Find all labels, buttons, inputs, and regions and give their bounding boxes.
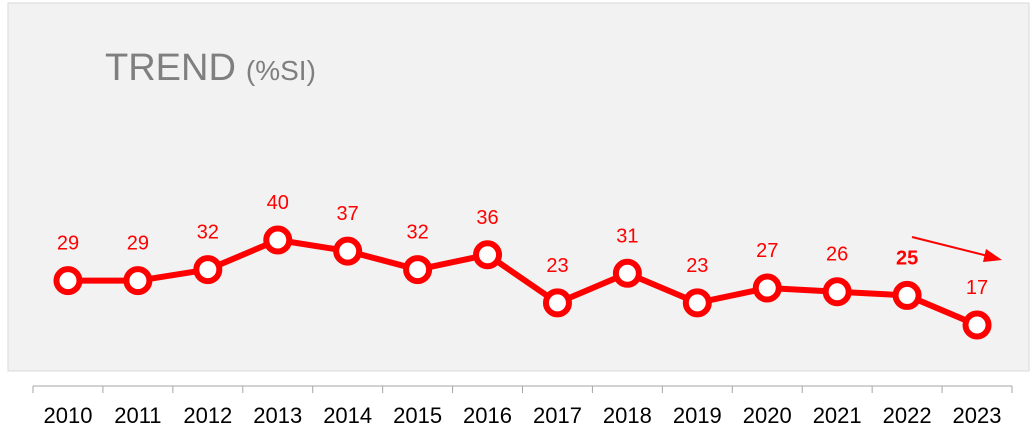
data-label: 29 [57,233,79,255]
x-tick-label: 2013 [253,403,302,428]
x-tick-label: 2015 [393,403,442,428]
data-label: 36 [476,207,498,229]
data-label: 40 [267,192,289,214]
point-marker [473,240,503,270]
point-marker [682,288,712,318]
point-marker [892,280,922,310]
chart-title: TREND [105,47,236,89]
point-marker [53,266,83,296]
data-label: 37 [337,203,359,225]
point-marker [263,225,293,255]
x-tick-label: 2023 [953,403,1002,428]
x-tick-label: 2021 [813,403,862,428]
data-label: 26 [826,244,848,266]
chart-subtitle: (%SI) [246,55,316,86]
data-label: 23 [686,255,708,277]
point-marker [542,288,572,318]
x-tick-label: 2016 [463,403,512,428]
data-label: 25 [896,247,918,269]
point-marker [962,310,992,340]
data-label: 29 [127,233,149,255]
plot-background [7,2,1030,372]
arrow-line [911,236,993,258]
point-marker [193,255,223,285]
data-label: 31 [616,225,638,247]
data-label: 32 [406,222,428,244]
point-marker [333,236,363,266]
point-marker [822,277,852,307]
x-tick-label: 2010 [43,403,92,428]
x-tick-label: 2012 [183,403,232,428]
data-label: 23 [546,255,568,277]
point-marker [403,255,433,285]
x-tick-label: 2011 [114,403,161,428]
x-tick-label: 2018 [603,403,652,428]
chart-title-group: TREND (%SI) [105,47,316,89]
trend-arrow [911,236,1002,262]
data-label: 27 [756,240,778,262]
arrow-head [983,249,1002,262]
point-marker [612,258,642,288]
x-tick-label: 2019 [673,403,722,428]
x-tick-label: 2022 [883,403,932,428]
x-tick-label: 2014 [323,403,372,428]
data-label: 17 [966,277,988,299]
point-marker [123,266,153,296]
point-marker [752,273,782,303]
x-tick-label: 2017 [533,403,582,428]
data-label: 32 [197,222,219,244]
x-tick-label: 2020 [743,403,792,428]
